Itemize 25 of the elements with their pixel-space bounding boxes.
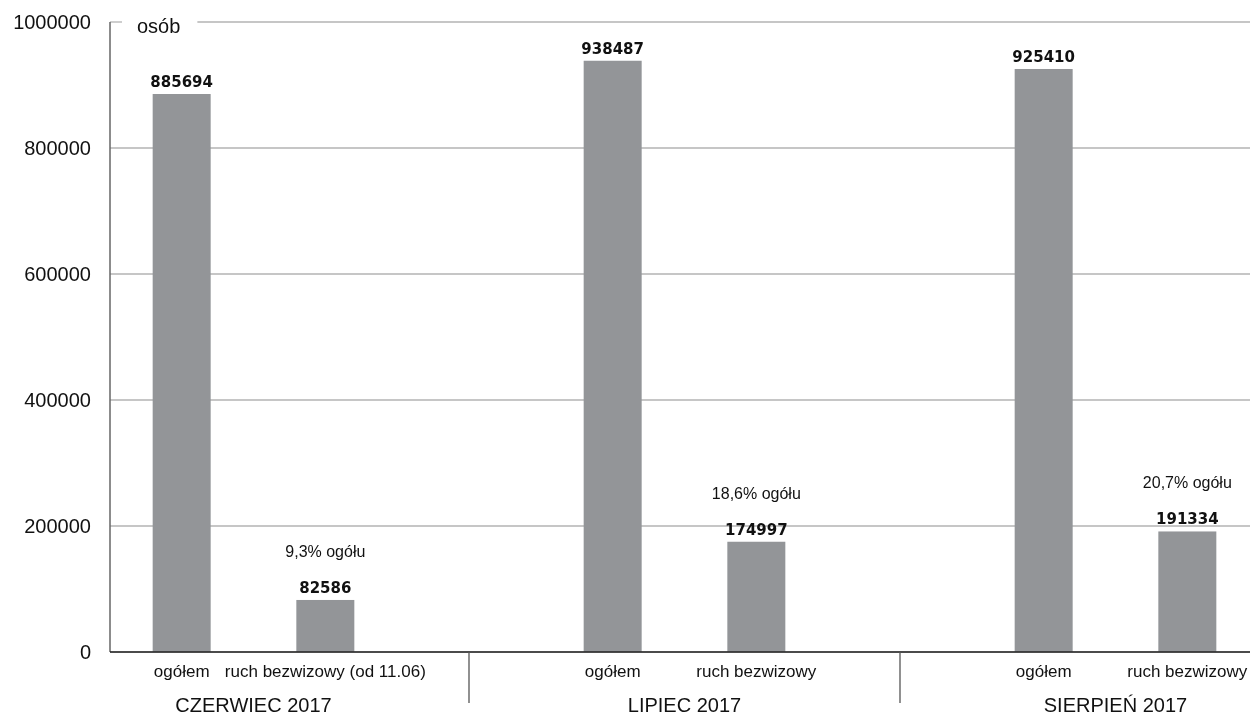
data-label: 82586: [299, 578, 352, 597]
x-tick-label: ruch bezwizowy: [696, 662, 817, 681]
y-tick-label: 200000: [24, 515, 91, 537]
data-label: 938487: [581, 39, 644, 58]
annotation: 9,3% ogółu: [285, 542, 366, 560]
y-tick-label: 0: [79, 641, 91, 663]
data-label: 925410: [1012, 47, 1075, 66]
data-label: 191334: [1156, 510, 1219, 529]
y-tick-label: 800000: [24, 137, 91, 159]
y-tick-label: 1000000: [13, 11, 91, 33]
data-label: 174997: [725, 520, 788, 539]
x-tick-label: ruch bezwizowy: [1127, 662, 1248, 681]
text: SIERPIEŃ 2017: [1043, 694, 1188, 715]
y-axis-title: osób: [137, 15, 181, 37]
y-tick-label: 400000: [24, 389, 91, 411]
text: CZERWIEC 2017: [175, 694, 332, 715]
text: LIPIEC 2017: [627, 694, 742, 715]
annotation: 20,7% ogółu: [1142, 474, 1232, 492]
x-tick-label: ogółem: [1015, 662, 1072, 681]
data-label: 885694: [150, 73, 213, 92]
x-tick-label: ogółem: [584, 662, 641, 681]
annotation: 18,6% ogółu: [711, 484, 801, 502]
y-tick-label: 600000: [24, 263, 91, 285]
x-tick-label: ruch bezwizowy (od 11.06): [224, 662, 426, 681]
x-tick-label: ogółem: [153, 662, 210, 681]
